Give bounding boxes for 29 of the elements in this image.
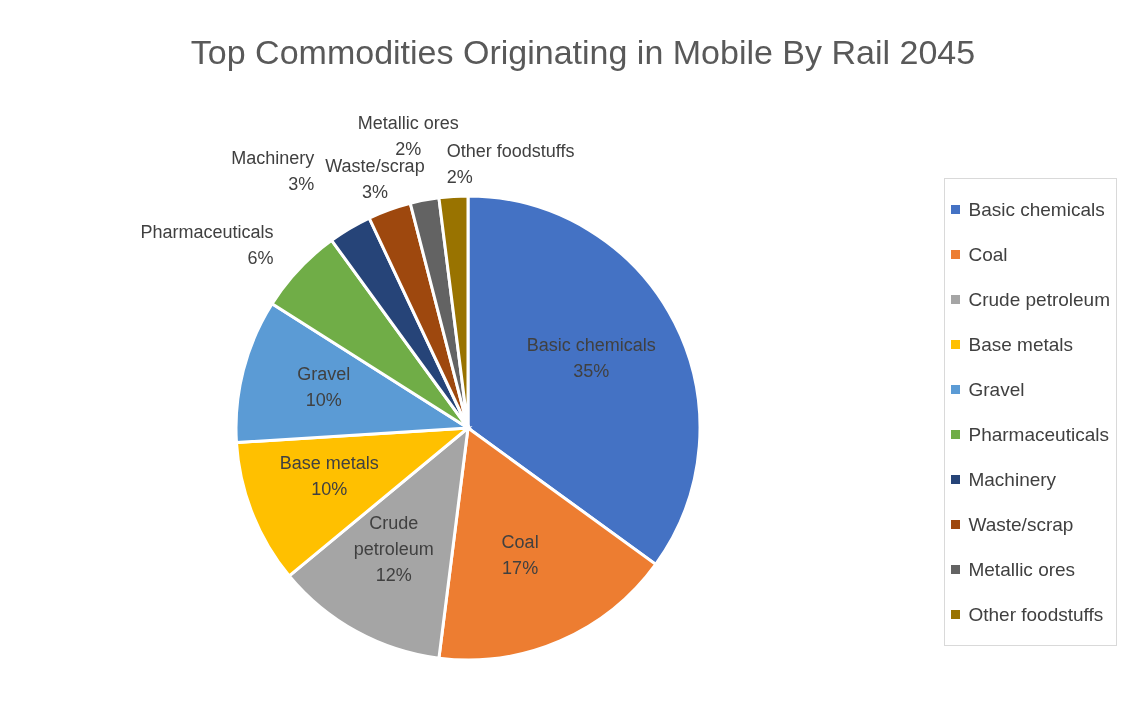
data-label: 3% [288,174,315,195]
slice-label: Machinery [231,148,315,169]
legend-label: Pharmaceuticals [968,423,1109,446]
legend-label: Crude petroleum [968,288,1110,311]
data-label: 17% [502,558,539,579]
data-label: 3% [361,181,388,202]
data-label: 6% [247,248,274,269]
legend-label: Metallic ores [968,558,1076,581]
data-label: 10% [305,390,342,411]
legend-label: Gravel [968,378,1025,401]
slice-label: Metallic ores [357,112,459,133]
slice-label: Coal [501,532,539,553]
data-label: 10% [311,478,348,499]
legend-label: Waste/scrap [968,513,1074,536]
slice-label: Gravel [297,364,351,385]
slice-label: Base metals [279,452,379,473]
data-label: 2% [446,166,473,187]
slice-label: Other foodstuffs [446,140,575,161]
legend-label: Machinery [968,468,1057,491]
legend-label: Other foodstuffs [968,603,1104,626]
slice-label: Basic chemicals [526,334,656,355]
chart-title: Top Commodities Originating in Mobile By Rail 2045 [190,33,976,71]
slice-label: Crude petroleum [353,513,434,560]
slice-label: Pharmaceuticals [140,222,274,243]
data-label: 12% [375,565,412,586]
data-label: 35% [573,360,610,381]
legend-label: Coal [968,243,1008,266]
legend-label: Basic chemicals [968,198,1105,221]
legend-label: Base metals [968,333,1074,356]
